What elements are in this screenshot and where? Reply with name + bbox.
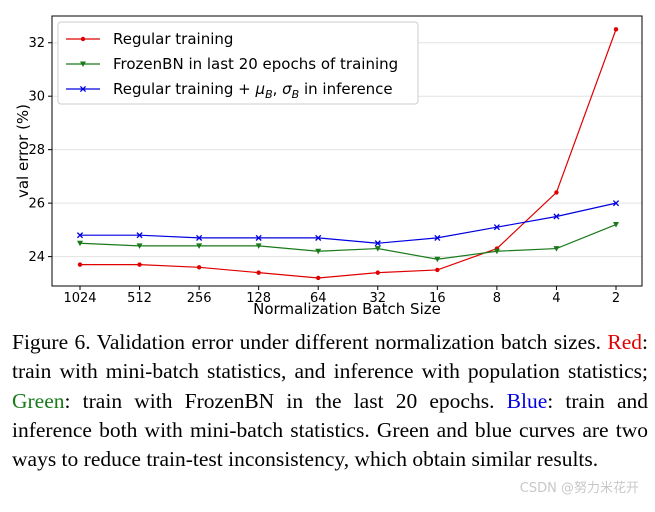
series-line — [79, 223, 617, 260]
data-point — [136, 243, 143, 249]
y-tick-label: 28 — [28, 143, 45, 158]
data-point — [196, 243, 203, 249]
caption-green-text: : train with FrozenBN in the last 20 epo… — [64, 388, 495, 413]
data-point — [315, 234, 322, 241]
legend-marker — [79, 85, 87, 93]
data-point — [76, 232, 84, 239]
data-point — [553, 213, 560, 220]
line-chart: 24 26 28 30 32 1024 512 256 128 64 32 16 8 4 2 Normal… — [14, 15, 643, 318]
series-line — [80, 202, 617, 244]
legend-label: Regular training + μB, σB in inference — [113, 80, 393, 101]
x-tick-label: 32 — [370, 291, 387, 306]
data-point — [613, 27, 619, 32]
legend-label-part: B — [265, 88, 273, 101]
caption-blue-word: Blue — [506, 388, 548, 413]
caption-green-word: Green — [12, 388, 65, 413]
legend-marker — [80, 36, 86, 42]
data-point — [554, 190, 559, 195]
plot-frame — [51, 15, 643, 287]
x-tick-label: 16 — [429, 291, 446, 306]
legend-label: FrozenBN in last 20 epochs of training — [113, 55, 398, 73]
data-point — [137, 262, 142, 267]
data-point — [374, 240, 381, 247]
data-point — [256, 270, 261, 275]
legend-item-3: Regular training + μB, σB in inference — [66, 80, 393, 101]
caption-red-word: Red — [607, 330, 643, 354]
caption-red-text: : train with mini-batch statistics, and … — [12, 330, 648, 384]
y-axis-ticks: 24 26 28 30 32 — [28, 36, 52, 265]
y-tick-label: 30 — [28, 90, 45, 105]
x-tick-label: 512 — [127, 291, 152, 306]
legend-label-part: , — [273, 80, 283, 98]
x-tick-label: 2 — [612, 291, 620, 306]
data-point — [434, 234, 441, 241]
data-point — [553, 246, 560, 252]
data-point — [612, 200, 620, 207]
caption-blue-text: : train and inference both with mini-bat… — [12, 388, 649, 472]
data-point — [196, 234, 203, 241]
data-point — [315, 248, 322, 255]
data-point — [316, 275, 321, 281]
legend-frame — [57, 21, 419, 105]
data-point — [255, 234, 262, 241]
x-tick-label: 64 — [310, 291, 327, 306]
x-axis-ticks: 1024 512 256 128 64 32 16 8 4 2 — [63, 286, 620, 306]
x-tick-label: 128 — [246, 291, 271, 306]
legend-label-part: B — [292, 88, 300, 101]
data-point — [255, 243, 262, 249]
y-tick-label: 24 — [28, 250, 45, 265]
legend-label-part: σ — [282, 80, 292, 98]
data-point — [434, 256, 441, 263]
legend: Regular training FrozenBN in last 20 epoc… — [57, 21, 419, 105]
legend-label: Regular training — [113, 30, 233, 48]
caption-lead: Figure 6. Validation error under differe… — [12, 330, 601, 354]
series-3 — [76, 200, 620, 247]
series-2 — [77, 222, 619, 263]
series-group — [76, 27, 620, 281]
data-point — [613, 222, 619, 228]
legend-item-2: FrozenBN in last 20 epochs of training — [66, 55, 398, 73]
legend-label-part: μ — [255, 80, 266, 98]
legend-label-part: in inference — [299, 80, 392, 98]
watermark: CSDN @努力米花开 — [519, 481, 639, 496]
x-tick-label: 1024 — [63, 291, 96, 306]
legend-item-1: Regular training — [66, 30, 233, 48]
figure-caption: Figure 6. Validation error under differe… — [12, 328, 648, 474]
data-point — [77, 240, 83, 247]
data-point — [493, 248, 500, 255]
legend-marker — [80, 61, 86, 67]
data-point — [136, 232, 143, 239]
data-point — [77, 262, 83, 267]
y-axis-label: val error (%) — [14, 104, 32, 198]
data-point — [374, 246, 381, 252]
data-point — [375, 270, 380, 275]
data-point — [435, 267, 440, 273]
legend-label-part: Regular training + — [113, 80, 256, 98]
y-tick-label: 32 — [28, 36, 45, 51]
x-tick-label: 256 — [187, 291, 212, 306]
x-tick-label: 4 — [552, 291, 560, 306]
series-line — [80, 29, 617, 279]
data-point — [493, 224, 500, 231]
y-tick-label: 26 — [28, 197, 45, 212]
x-tick-label: 8 — [493, 291, 501, 306]
x-axis-label: Normalization Batch Size — [253, 300, 441, 318]
data-point — [196, 265, 202, 270]
